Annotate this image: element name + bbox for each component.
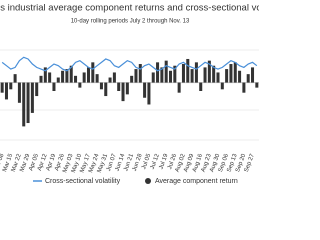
- bar: [121, 82, 125, 102]
- bar: [13, 74, 17, 83]
- bar: [48, 72, 52, 83]
- bar: [186, 58, 190, 83]
- bar: [164, 60, 168, 83]
- bar: [125, 82, 129, 95]
- bar: [39, 75, 43, 83]
- x-tick-label: Jul 12: [150, 153, 161, 171]
- bar: [4, 82, 8, 100]
- bar: [65, 69, 69, 83]
- bar: [168, 70, 173, 83]
- bar: [61, 70, 65, 83]
- bar: [130, 75, 134, 83]
- bar: [43, 67, 47, 83]
- x-tick-label: Apr 12: [37, 153, 49, 172]
- bar: [9, 82, 13, 90]
- x-tick-label: Apr 26: [54, 153, 66, 172]
- bar: [207, 60, 211, 83]
- page: Dow Jones industrial average component r…: [0, 2, 259, 185]
- bar: [52, 82, 56, 91]
- x-tick-label: Jul 26: [167, 153, 178, 171]
- bar: [99, 82, 103, 90]
- bar: [112, 72, 116, 83]
- bar: [242, 82, 246, 93]
- bar: [251, 67, 255, 83]
- line: [1, 56, 258, 72]
- bar: [0, 82, 4, 93]
- bar: [229, 64, 233, 83]
- bar: [212, 65, 216, 83]
- bar: [74, 75, 78, 83]
- bar: [117, 82, 121, 91]
- bar: [35, 82, 39, 97]
- bar: [177, 82, 181, 93]
- bar: [160, 67, 164, 83]
- bar: [233, 62, 237, 83]
- legend-label: Average component return: [155, 178, 238, 185]
- bar: [82, 72, 86, 83]
- bar: [26, 82, 30, 124]
- bar: [30, 82, 34, 113]
- bar: [86, 67, 91, 83]
- x-tick-label: Apr 19: [46, 153, 58, 172]
- bar: [56, 77, 60, 83]
- bar: [91, 62, 95, 83]
- bar: [225, 69, 229, 83]
- chart: Dow Jones industrial average component r…: [0, 3, 259, 185]
- bar: [95, 74, 99, 83]
- bar: [143, 82, 147, 98]
- bar: [22, 82, 26, 127]
- bar: [69, 65, 73, 83]
- bar: [138, 64, 142, 83]
- x-tick-label: Jul 05: [141, 153, 152, 171]
- bar: [17, 82, 21, 103]
- bar: [199, 82, 203, 91]
- bar: [203, 67, 207, 83]
- chart-subtitle: 10-day rolling periods July 2 through No…: [71, 19, 190, 25]
- legend-label: Cross-sectional volatility: [45, 178, 121, 185]
- x-tick-label: Apr 05: [28, 153, 40, 172]
- bar: [181, 64, 185, 83]
- legend-swatch: [145, 178, 151, 184]
- bar: [147, 82, 151, 105]
- bar: [190, 69, 194, 83]
- bar: [156, 62, 160, 83]
- bar: [173, 65, 177, 83]
- chart-title: Dow Jones industrial average component r…: [0, 3, 259, 14]
- bar: [134, 69, 138, 83]
- bar: [255, 82, 259, 88]
- bar: [246, 74, 250, 83]
- x-tick-label: Jul 19: [158, 153, 169, 171]
- bar: [104, 82, 108, 97]
- bar: [151, 72, 155, 83]
- bar: [194, 62, 198, 83]
- bar: [216, 72, 220, 83]
- bar: [108, 77, 112, 83]
- bar: [238, 70, 242, 83]
- bar: [220, 82, 224, 90]
- bar: [78, 82, 82, 88]
